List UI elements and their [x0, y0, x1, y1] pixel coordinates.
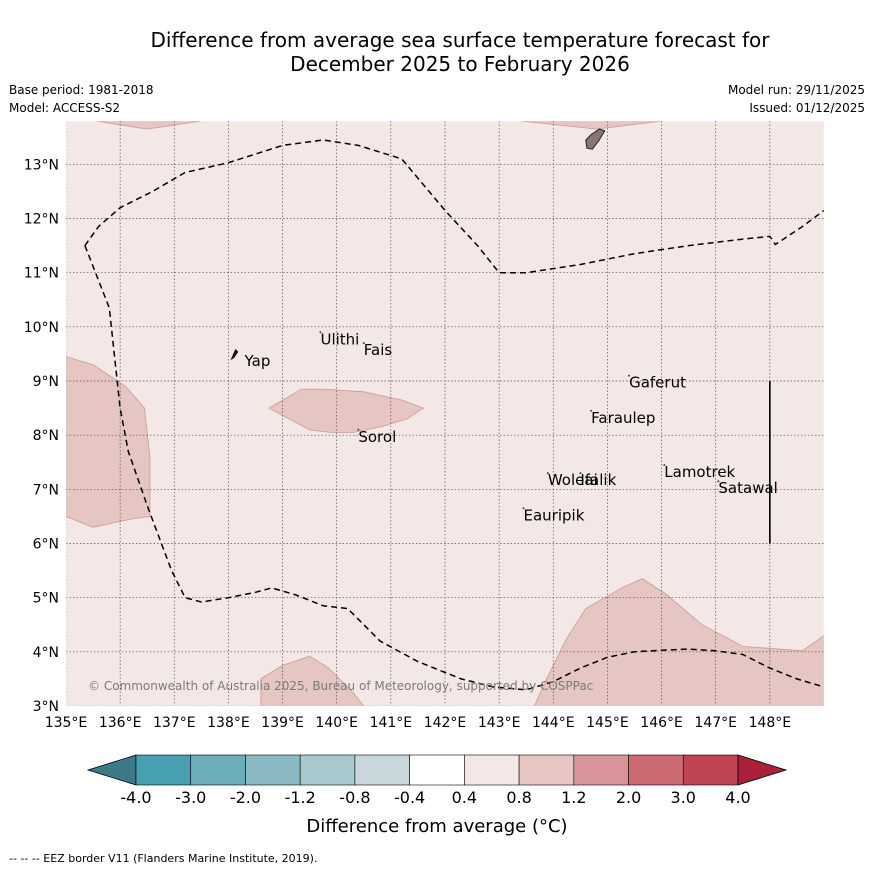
colorbar-segment	[135, 754, 192, 786]
island-marker	[546, 472, 549, 475]
lon-tick-label: 147°E	[694, 715, 737, 731]
island-label: Sorol	[358, 428, 396, 446]
lon-tick-label: 144°E	[532, 715, 575, 731]
colorbar-title: Difference from average (°C)	[306, 816, 567, 837]
colorbar-arrow-high	[737, 754, 788, 786]
colorbar-tick-label: -2.0	[230, 788, 261, 807]
lon-tick-label: 143°E	[478, 715, 521, 731]
colorbar-segment	[573, 754, 629, 786]
island-marker	[590, 409, 593, 412]
island-marker	[522, 507, 525, 510]
colorbar-tick-label: -3.0	[175, 788, 206, 807]
lat-tick-label: 4°N	[33, 645, 59, 661]
title-line-2: December 2025 to February 2026	[290, 52, 630, 76]
eez-legend: -- -- -- EEZ border V11 (Flanders Marine…	[9, 852, 318, 865]
island-label: Lamotrek	[664, 463, 735, 481]
lat-tick-label: 3°N	[33, 699, 59, 715]
model-name: Model: ACCESS-S2	[9, 101, 121, 115]
lat-tick-label: 9°N	[33, 374, 59, 390]
colorbar-tick-label: 3.0	[671, 788, 696, 807]
title-line-1: Difference from average sea surface temp…	[150, 28, 770, 52]
meta-right: Model run: 29/11/2025 Issued: 01/12/2025	[728, 81, 865, 117]
lon-tick-label: 140°E	[315, 715, 358, 731]
lon-tick-label: 135°E	[45, 715, 88, 731]
island-marker	[717, 480, 720, 483]
island-marker	[628, 374, 631, 377]
colorbar-segment	[409, 754, 465, 786]
anomaly-region-west	[66, 356, 151, 528]
colorbar-segment	[190, 754, 246, 786]
colorbar-tick-label: 2.0	[616, 788, 641, 807]
island-marker	[579, 472, 582, 475]
colorbar-segment	[464, 754, 520, 786]
map-layers: Yap Ulithi Fais Sorol Gaferut Faraulep WoleaiI…	[66, 121, 824, 706]
base-period: Base period: 1981-2018	[9, 83, 154, 97]
colorbar-tick-label: -1.2	[285, 788, 316, 807]
island-label: Satawal	[718, 479, 777, 497]
island-marker	[362, 342, 365, 345]
model-run: Model run: 29/11/2025	[727, 83, 865, 97]
island-label: Gaferut	[629, 374, 686, 392]
issued-date: Issued: 01/12/2025	[749, 101, 865, 115]
lat-tick-label: 8°N	[33, 428, 59, 444]
island-marker	[357, 428, 360, 431]
lat-tick-label: 11°N	[24, 266, 59, 282]
colorbar-tick-label: -0.4	[394, 788, 425, 807]
colorbar-segment	[299, 754, 356, 786]
lat-tick-label: 13°N	[24, 157, 59, 173]
island-marker	[663, 463, 666, 466]
colorbar-tick-label: -4.0	[120, 788, 151, 807]
lon-tick-label: 146°E	[640, 715, 683, 731]
lon-tick-label: 138°E	[207, 715, 250, 731]
colorbar-tick-label: 1.2	[561, 788, 586, 807]
lon-tick-label: 145°E	[586, 715, 629, 731]
eez-border-south	[84, 245, 824, 691]
lat-tick-label: 7°N	[33, 482, 59, 498]
island-label: Yap	[244, 352, 271, 370]
map-title: Difference from average sea surface temp…	[60, 28, 860, 76]
colorbar-segment	[354, 754, 410, 786]
lat-tick-label: 10°N	[24, 320, 59, 336]
lon-tick-label: 136°E	[99, 715, 142, 731]
lon-tick-label: 142°E	[424, 715, 467, 731]
guam-island	[585, 128, 606, 150]
colorbar-segment	[628, 754, 684, 786]
anomaly-region-top-strip-east	[520, 121, 662, 130]
lon-tick-label: 139°E	[261, 715, 304, 731]
meta-left: Base period: 1981-2018 Model: ACCESS-S2	[9, 81, 154, 117]
island-label: Woleai	[548, 471, 598, 489]
colorbar-tick-label: 0.8	[506, 788, 531, 807]
copyright-text: © Commonwealth of Australia 2025, Bureau…	[88, 679, 593, 693]
colorbar-tick-label: 0.4	[452, 788, 477, 807]
lon-tick-label: 148°E	[749, 715, 792, 731]
island-marker	[319, 331, 322, 334]
island-label: Ifalik	[580, 471, 616, 489]
colorbar-tick-label: 4.0	[725, 788, 750, 807]
lat-tick-label: 6°N	[33, 537, 59, 553]
anomaly-region-central	[268, 388, 425, 433]
lon-tick-label: 137°E	[153, 715, 196, 731]
colorbar-segment	[245, 754, 301, 786]
island-label: Ulithi	[320, 330, 359, 348]
anomaly-region-southwest	[260, 655, 365, 706]
lat-tick-label: 12°N	[24, 212, 59, 228]
lat-tick-label: 5°N	[33, 591, 59, 607]
island-label: Eauripik	[524, 506, 585, 524]
map-frame	[65, 120, 825, 707]
colorbar-segment	[518, 754, 575, 786]
colorbar-tick-label: -0.8	[339, 788, 370, 807]
island-label: Fais	[364, 341, 393, 359]
island-marker	[230, 349, 239, 360]
colorbar-arrow-low	[86, 754, 137, 786]
anomaly-region-southeast	[533, 578, 824, 706]
colorbar-segment	[682, 754, 739, 786]
lon-tick-label: 141°E	[370, 715, 413, 731]
eez-border-north	[84, 139, 824, 274]
island-label: Faraulep	[591, 409, 655, 427]
